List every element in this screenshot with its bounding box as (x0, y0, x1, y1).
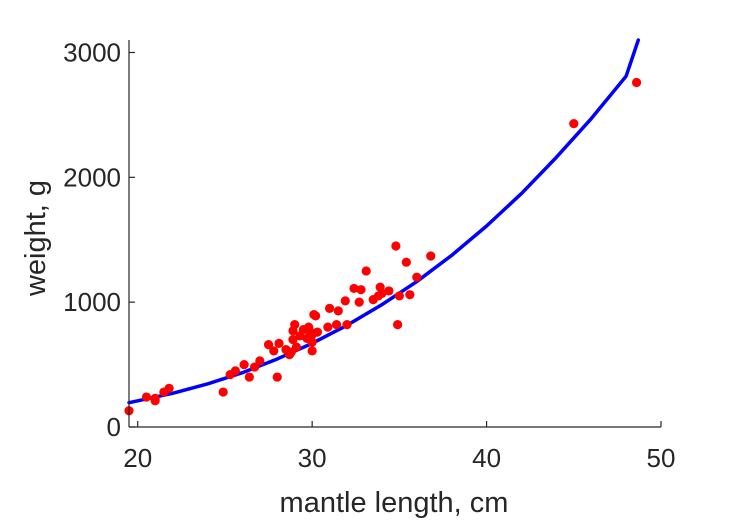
data-point (349, 283, 359, 294)
y-axis-label: weight, g (20, 180, 52, 297)
data-point (290, 320, 300, 330)
x-tick-label: 20 (123, 443, 152, 473)
data-point (274, 338, 284, 348)
data-point (272, 372, 282, 382)
ticks: 20 30 40 50 0 1000 2000 3000 (63, 37, 675, 473)
data-point (218, 387, 228, 397)
data-point (307, 346, 317, 356)
data-point (331, 320, 342, 330)
data-point (340, 296, 350, 306)
data-point (354, 297, 364, 307)
x-tick-label: 50 (647, 443, 676, 473)
data-point (263, 340, 274, 350)
data-point (311, 311, 321, 321)
data-point (255, 356, 265, 366)
data-point (239, 359, 249, 370)
y-tick-label: 0 (107, 412, 121, 442)
data-point (141, 392, 152, 402)
x-tick-label: 30 (298, 443, 327, 473)
data-point (405, 290, 415, 300)
data-point (307, 337, 317, 347)
y-tick-label: 3000 (63, 37, 121, 67)
y-tick-label: 2000 (63, 162, 121, 192)
points-layer (124, 77, 642, 416)
data-point (288, 335, 298, 345)
data-point (384, 286, 394, 296)
data-point (377, 288, 387, 299)
data-point (394, 291, 404, 301)
data-point (324, 303, 335, 313)
x-axis-label: mantle length, cm (280, 487, 509, 519)
data-point (244, 372, 254, 382)
x-tick-label: 40 (472, 443, 501, 473)
data-point (249, 362, 260, 372)
data-point (356, 285, 366, 295)
data-point (230, 366, 240, 376)
data-point (426, 251, 436, 261)
y-tick-label: 1000 (63, 287, 121, 317)
data-point (312, 327, 322, 337)
data-point (323, 322, 333, 332)
data-point (391, 241, 401, 251)
data-point (333, 306, 343, 316)
data-point (269, 346, 279, 356)
axes (128, 40, 661, 428)
data-point (150, 396, 160, 406)
data-point (291, 342, 302, 352)
data-point (631, 77, 642, 88)
data-point (401, 257, 411, 267)
data-point (412, 272, 422, 282)
data-point (342, 320, 352, 330)
fit-curve (127, 38, 641, 405)
fit-line-layer (127, 38, 641, 405)
data-point (569, 119, 579, 129)
data-point (393, 320, 403, 330)
data-point (164, 383, 174, 393)
data-point (361, 266, 371, 276)
